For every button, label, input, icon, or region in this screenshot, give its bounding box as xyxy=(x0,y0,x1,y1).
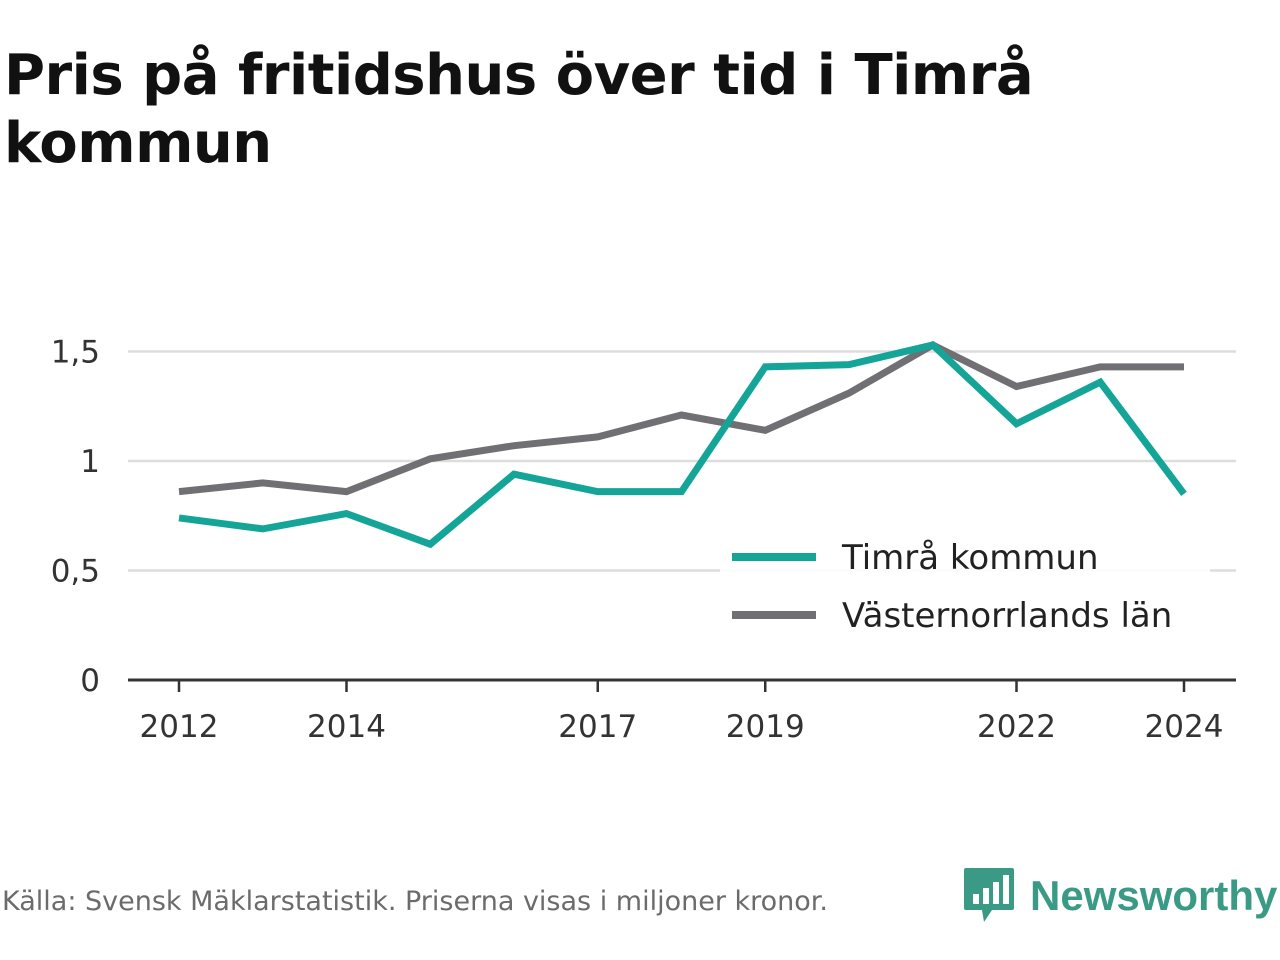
x-tick-label: 2017 xyxy=(558,709,637,745)
y-tick-label: 0,5 xyxy=(51,554,100,590)
y-axis-ticks: 0 0,5 1 1,5 xyxy=(51,335,100,700)
source-note: Källa: Svensk Mäklarstatistik. Priserna … xyxy=(2,886,829,917)
y-tick-label: 0 xyxy=(80,663,100,699)
x-tick-label: 2014 xyxy=(307,709,386,745)
legend-label-vasternorrland: Västernorrlands län xyxy=(842,596,1172,636)
x-tick-label: 2024 xyxy=(1145,709,1224,745)
x-tick-label: 2012 xyxy=(140,709,219,745)
legend-background xyxy=(720,530,1210,640)
x-axis-ticks: 2012 2014 2017 2019 2022 2024 xyxy=(140,680,1224,745)
x-tick-label: 2022 xyxy=(977,709,1056,745)
brand-name: Newsworthy xyxy=(1030,872,1278,919)
bar-chart-speech-bubble-icon xyxy=(964,868,1014,922)
legend-label-timra: Timrå kommun xyxy=(841,538,1099,578)
chart-title: Pris på fritidshus över tid i Timrå komm… xyxy=(4,43,1034,176)
series-line-0 xyxy=(178,341,1187,549)
series-line-1 xyxy=(178,340,1184,496)
y-tick-label: 1 xyxy=(80,444,100,480)
x-tick-label: 2019 xyxy=(726,709,805,745)
brand-logo: Newsworthy xyxy=(962,864,1277,928)
series-lines xyxy=(178,340,1187,549)
legend: Timrå kommun Västernorrlands län xyxy=(720,530,1210,640)
y-tick-label: 1,5 xyxy=(51,335,100,371)
